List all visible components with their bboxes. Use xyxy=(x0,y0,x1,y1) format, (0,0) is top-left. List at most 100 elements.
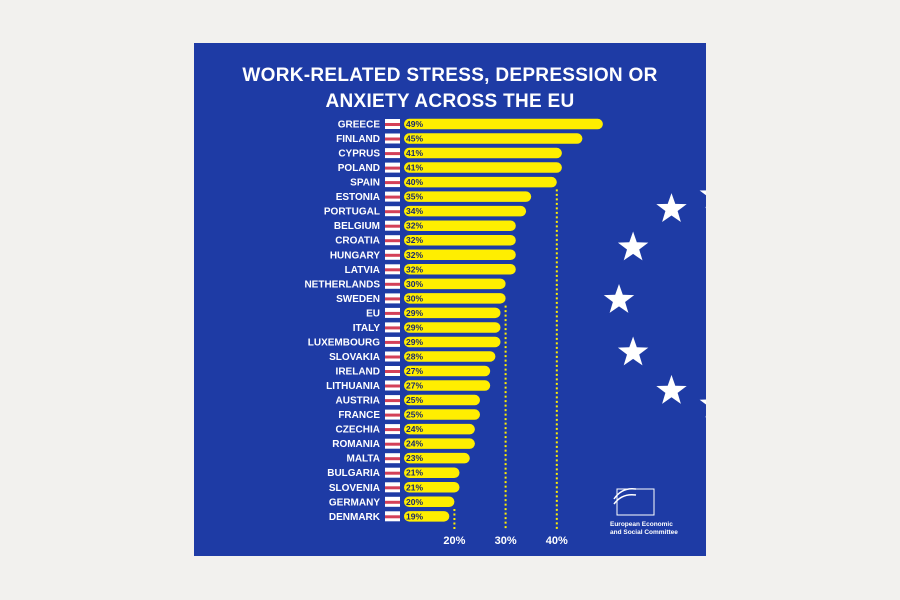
category-label: CZECHIA xyxy=(336,425,380,436)
eu-stars-decoration xyxy=(603,190,706,418)
category-label: FINLAND xyxy=(336,134,380,145)
value-label: 41% xyxy=(406,148,423,158)
star-decoration-icon xyxy=(617,231,649,261)
flag-poland-icon xyxy=(385,162,400,173)
star-decoration-icon xyxy=(699,190,706,209)
flag-italy-icon xyxy=(385,322,400,333)
bar-lithuania xyxy=(404,380,491,391)
value-label: 19% xyxy=(406,511,423,521)
bar-slovenia xyxy=(404,482,460,493)
value-label: 23% xyxy=(406,453,423,463)
flag-bulgaria-icon xyxy=(385,467,400,478)
flag-croatia-icon xyxy=(385,235,400,246)
bar-france xyxy=(404,409,480,420)
value-label: 40% xyxy=(406,177,423,187)
flag-lithuania-icon xyxy=(385,380,400,391)
flag-slovakia-icon xyxy=(385,351,400,362)
bar-luxembourg xyxy=(404,336,501,348)
category-label: CROATIA xyxy=(335,236,380,247)
flag-germany-icon xyxy=(385,496,400,507)
bars: 49% GREECE 45% FINLAND 41% CYPRUS 41% POLAND 40%… xyxy=(304,118,603,523)
chart-title-line-1: WORK-RELATED STRESS, DEPRESSION OR xyxy=(242,65,658,86)
value-label: 29% xyxy=(406,308,423,318)
value-label: 28% xyxy=(406,352,423,362)
bar-greece xyxy=(404,118,603,130)
star-decoration-icon xyxy=(656,193,687,222)
bar-malta xyxy=(404,452,470,464)
flag-belgium-icon xyxy=(385,220,400,231)
flag-greece-icon xyxy=(385,119,400,129)
bar-netherlands xyxy=(404,278,506,290)
category-label: FRANCE xyxy=(338,410,380,421)
tick-label: 20% xyxy=(443,535,465,547)
organization-name-line-2: and Social Committee xyxy=(610,529,678,536)
bar-romania xyxy=(404,438,475,449)
bar-austria xyxy=(404,394,480,406)
value-label: 25% xyxy=(406,395,423,405)
bar-spain xyxy=(404,176,557,188)
star-decoration-icon xyxy=(656,374,687,404)
flag-finland-icon xyxy=(385,133,400,144)
bar-italy xyxy=(404,322,501,333)
category-label: AUSTRIA xyxy=(336,396,380,407)
value-label: 24% xyxy=(406,424,423,434)
category-label: SLOVAKIA xyxy=(329,352,380,363)
category-label: SPAIN xyxy=(350,178,380,189)
value-label: 29% xyxy=(406,337,423,347)
value-label: 41% xyxy=(406,163,423,173)
category-label: GREECE xyxy=(338,120,381,131)
value-label: 34% xyxy=(406,206,423,216)
reference-lines xyxy=(453,189,558,529)
category-label: BELGIUM xyxy=(334,221,380,232)
flag-ireland-icon xyxy=(385,366,400,376)
flag-estonia-icon xyxy=(385,191,400,202)
chart-title-line-2: ANXIETY ACROSS THE EU xyxy=(325,91,575,112)
poster: WORK-RELATED STRESS, DEPRESSION OR ANXIE… xyxy=(194,43,706,556)
bar-chart: 49% GREECE 45% FINLAND 41% CYPRUS 41% POLAND 40%… xyxy=(304,118,706,547)
value-label: 32% xyxy=(406,235,423,245)
star-decoration-icon xyxy=(603,284,635,313)
flag-netherlands-icon xyxy=(385,278,400,289)
category-label: NETHERLANDS xyxy=(304,279,380,290)
category-label: ROMANIA xyxy=(332,439,380,450)
tick-label: 40% xyxy=(546,535,568,547)
bar-ireland xyxy=(404,365,491,377)
value-label: 35% xyxy=(406,192,423,202)
category-label: LITHUANIA xyxy=(326,381,380,392)
bar-denmark xyxy=(404,511,450,522)
flag-czechia-icon xyxy=(385,424,400,435)
value-label: 20% xyxy=(406,497,423,507)
eu-flag-icon xyxy=(616,488,655,516)
eesc-logo xyxy=(613,487,655,516)
category-label: EU xyxy=(366,308,380,319)
tick-label: 30% xyxy=(495,535,517,547)
star-decoration-icon xyxy=(617,336,649,366)
bar-finland xyxy=(404,133,583,144)
bar-portugal xyxy=(404,205,527,217)
flag-portugal-icon xyxy=(385,206,400,217)
value-label: 30% xyxy=(406,293,423,303)
value-label: 30% xyxy=(406,279,423,289)
bar-poland xyxy=(404,162,562,173)
value-label: 24% xyxy=(406,439,423,449)
flag-spain-icon xyxy=(385,177,400,188)
bar-bulgaria xyxy=(404,467,460,478)
category-label: DENMARK xyxy=(329,512,381,523)
flag-hungary-icon xyxy=(385,249,400,260)
bar-croatia xyxy=(404,235,516,246)
bar-estonia xyxy=(404,191,532,202)
flag-cyprus-icon xyxy=(385,148,400,159)
logo-swoosh-icon xyxy=(613,487,637,500)
value-label: 32% xyxy=(406,250,423,260)
flag-luxembourg-icon xyxy=(385,336,400,347)
value-label: 29% xyxy=(406,322,423,332)
category-label: SWEDEN xyxy=(336,294,380,305)
category-label: GERMANY xyxy=(329,497,380,508)
category-label: SLOVENIA xyxy=(329,483,380,494)
category-label: CYPRUS xyxy=(338,149,380,160)
category-label: ITALY xyxy=(353,323,381,334)
value-label: 21% xyxy=(406,468,423,478)
star-decoration-icon xyxy=(699,399,706,418)
value-label: 27% xyxy=(406,381,423,391)
reference-labels: 20% 30% 40% xyxy=(443,535,568,547)
